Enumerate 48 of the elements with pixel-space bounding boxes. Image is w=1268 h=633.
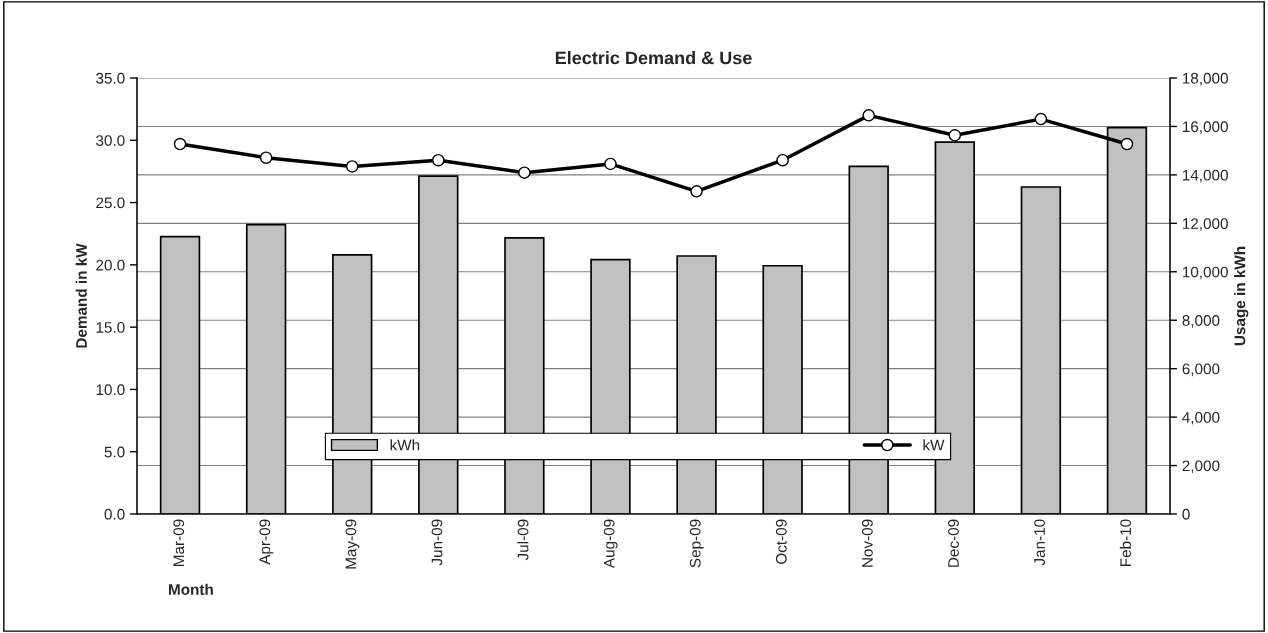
y2-tick-label: 10,000 <box>1182 266 1228 280</box>
x-tick-label: Jan-10 <box>1034 519 1045 566</box>
x-tick-label: Apr-09 <box>259 519 274 565</box>
point <box>604 157 617 171</box>
x-tick-label: Sep-09 <box>689 519 704 568</box>
y-tick-label: 0.0 <box>104 508 125 520</box>
point <box>1120 137 1134 151</box>
x-tick-label: Feb-10 <box>1119 519 1132 567</box>
y-tick-label: 30.0 <box>96 135 125 146</box>
y2-tick-label: 2,000 <box>1182 460 1220 474</box>
y-tick-label: 15.0 <box>96 322 125 333</box>
y2-tick-label: 4,000 <box>1182 411 1220 425</box>
point <box>173 137 187 151</box>
point <box>259 151 273 164</box>
x-tick-label: Aug-09 <box>603 519 618 569</box>
point <box>518 166 531 179</box>
point <box>345 160 359 173</box>
x-tick-label: May-09 <box>345 519 360 569</box>
x-axis-title: Month <box>169 583 213 595</box>
y-tick-label: 10.0 <box>96 384 125 396</box>
point <box>862 109 875 122</box>
legend-label: kWh <box>390 439 420 451</box>
x-tick-label: Oct-09 <box>775 519 787 564</box>
y2-axis-title: Usage in kWh <box>1234 246 1249 346</box>
x-tick-label: Nov-09 <box>861 519 873 567</box>
x-tick-label: Dec-09 <box>948 519 959 567</box>
x-tick-label: Jul-09 <box>517 519 529 561</box>
y-tick-label: 20.0 <box>96 259 125 271</box>
chart-title: Electric Demand & Use <box>555 51 752 65</box>
x-tick-label: Mar-09 <box>173 519 185 566</box>
legend-label: kW <box>923 439 945 451</box>
y2-tick-label: 6,000 <box>1182 363 1220 377</box>
point <box>776 153 789 167</box>
y-tick-label: 35.0 <box>96 72 125 84</box>
y2-tick-label: 12,000 <box>1182 218 1228 231</box>
point <box>948 129 962 142</box>
x-tick-label: Jun-09 <box>431 519 443 566</box>
y2-tick-label: 8,000 <box>1182 315 1220 328</box>
point <box>690 185 703 198</box>
y-tick-label: 5.0 <box>104 446 125 458</box>
point <box>1034 112 1048 126</box>
y2-tick-label: 16,000 <box>1182 121 1228 134</box>
point <box>432 153 445 167</box>
y-tick-label: 25.0 <box>96 197 125 209</box>
y-axis-title: Demand in kW <box>75 243 87 348</box>
y2-tick-label: 18,000 <box>1182 72 1228 86</box>
y2-tick-label: 0 <box>1182 508 1190 520</box>
y2-tick-label: 14,000 <box>1182 169 1228 183</box>
